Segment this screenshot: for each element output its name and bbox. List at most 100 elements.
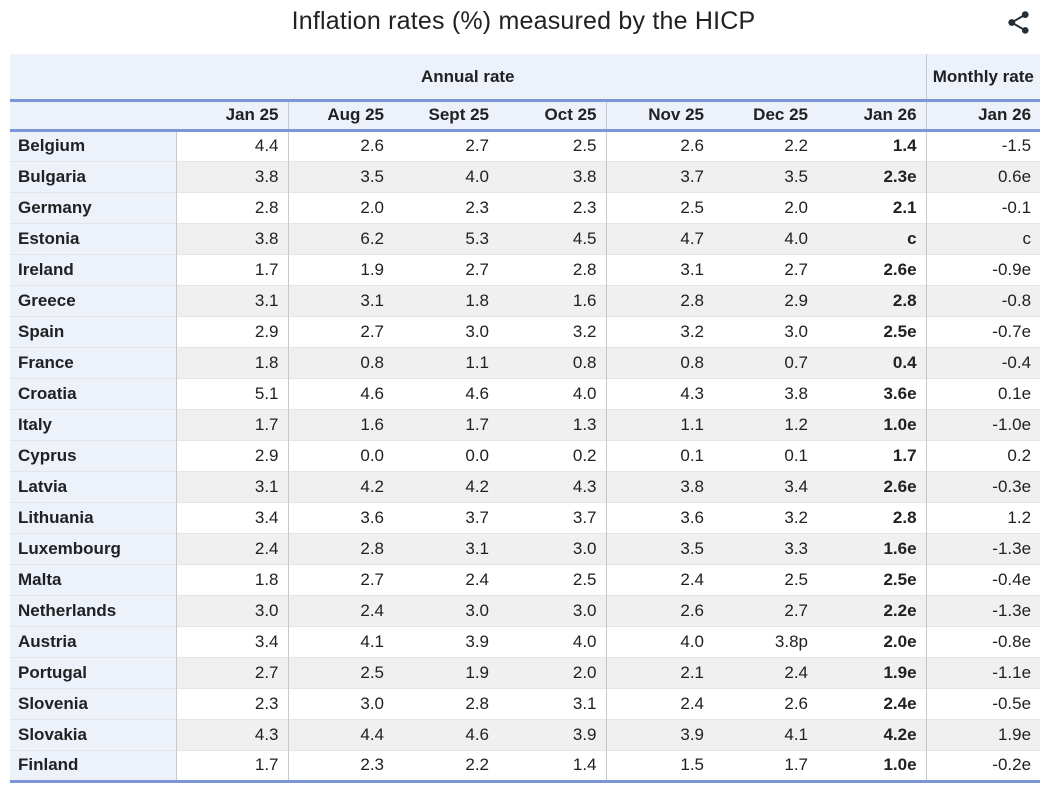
- value-cell: 2.9: [176, 439, 289, 471]
- value-cell: 2.6: [288, 130, 393, 161]
- table-row: Malta 1.8 2.7 2.4 2.5 2.4 2.5 2.5e -0.4e: [10, 563, 1041, 595]
- value-cell: 1.1: [606, 408, 713, 440]
- value-cell: 2.9: [713, 284, 817, 316]
- value-cell: 2.8: [606, 284, 713, 316]
- value-cell: -1.5: [926, 130, 1041, 161]
- value-cell: 4.3: [498, 470, 607, 502]
- value-cell: 0.1e: [926, 377, 1041, 409]
- monthly-rate-header: Monthly rate: [925, 54, 1041, 102]
- value-cell: 1.0e: [817, 749, 927, 783]
- column-header: Nov 25: [606, 100, 713, 132]
- country-label: Spain: [10, 315, 177, 347]
- value-cell: 3.5: [606, 532, 713, 564]
- value-cell: 2.4: [176, 532, 289, 564]
- value-cell: 2.3: [176, 687, 289, 719]
- value-cell: -0.2e: [926, 749, 1041, 783]
- table-header: Annual rate Monthly rate Jan 25 Aug 25 Sep…: [10, 54, 1041, 132]
- value-cell: 3.8: [498, 160, 607, 192]
- value-cell: -0.5e: [926, 687, 1041, 719]
- value-cell: 4.0: [713, 222, 817, 254]
- value-cell: 4.2e: [817, 718, 927, 750]
- value-cell: 4.4: [288, 718, 393, 750]
- column-header: Jan 26: [926, 100, 1041, 132]
- value-cell: 3.2: [713, 501, 817, 533]
- value-cell: 2.5: [498, 130, 607, 161]
- value-cell: 1.6e: [817, 532, 927, 564]
- value-cell: 3.1: [498, 687, 607, 719]
- table-row: Spain 2.9 2.7 3.0 3.2 3.2 3.0 2.5e -0.7e: [10, 315, 1041, 347]
- value-cell: 2.6e: [817, 253, 927, 285]
- value-cell: 4.0: [498, 377, 607, 409]
- country-label: Italy: [10, 408, 177, 440]
- table-row: Latvia 3.1 4.2 4.2 4.3 3.8 3.4 2.6e -0.3e: [10, 470, 1041, 502]
- country-label: Austria: [10, 625, 177, 657]
- value-cell: 1.5: [606, 749, 713, 783]
- value-cell: 1.9e: [926, 718, 1041, 750]
- value-cell: 1.4: [498, 749, 607, 783]
- value-cell: 2.0: [498, 656, 607, 688]
- value-cell: 2.8: [176, 191, 289, 223]
- value-cell: 6.2: [288, 222, 393, 254]
- value-cell: 3.7: [498, 501, 607, 533]
- value-cell: -1.0e: [926, 408, 1041, 440]
- value-cell: 1.2: [713, 408, 817, 440]
- value-cell: 3.8: [176, 222, 289, 254]
- country-label: Cyprus: [10, 439, 177, 471]
- value-cell: 1.9: [393, 656, 498, 688]
- value-cell: 3.7: [606, 160, 713, 192]
- value-cell: 0.8: [498, 346, 607, 378]
- country-label: Lithuania: [10, 501, 177, 533]
- table-row: Slovenia 2.3 3.0 2.8 3.1 2.4 2.6 2.4e -0.5e: [10, 687, 1041, 719]
- value-cell: 2.9: [176, 315, 289, 347]
- value-cell: 2.4: [606, 687, 713, 719]
- value-cell: -0.7e: [926, 315, 1041, 347]
- column-header: Oct 25: [498, 100, 607, 132]
- country-label: Estonia: [10, 222, 177, 254]
- value-cell: 2.7: [713, 594, 817, 626]
- value-cell: 2.8: [393, 687, 498, 719]
- value-cell: 2.4: [393, 563, 498, 595]
- table-row: Croatia 5.1 4.6 4.6 4.0 4.3 3.8 3.6e 0.1e: [10, 377, 1041, 409]
- value-cell: 4.3: [606, 377, 713, 409]
- country-label: Slovakia: [10, 718, 177, 750]
- value-cell: 3.7: [393, 501, 498, 533]
- value-cell: 2.4: [288, 594, 393, 626]
- value-cell: 2.7: [393, 253, 498, 285]
- country-label: France: [10, 346, 177, 378]
- country-label: Slovenia: [10, 687, 177, 719]
- value-cell: 1.8: [176, 563, 289, 595]
- value-cell: 2.7: [713, 253, 817, 285]
- value-cell: 0.4: [817, 346, 927, 378]
- value-cell: 3.0: [498, 532, 607, 564]
- value-cell: 3.9: [606, 718, 713, 750]
- value-cell: 3.6: [606, 501, 713, 533]
- value-cell: 0.8: [288, 346, 393, 378]
- value-cell: 1.7: [176, 408, 289, 440]
- country-label: Belgium: [10, 130, 177, 161]
- value-cell: 2.8: [817, 284, 927, 316]
- value-cell: 1.2: [926, 501, 1041, 533]
- value-cell: 3.8: [713, 377, 817, 409]
- value-cell: 3.8: [176, 160, 289, 192]
- value-cell: 3.0: [393, 315, 498, 347]
- table-row: Slovakia 4.3 4.4 4.6 3.9 3.9 4.1 4.2e 1.9e: [10, 718, 1041, 750]
- value-cell: 0.6e: [926, 160, 1041, 192]
- value-cell: 3.5: [713, 160, 817, 192]
- value-cell: 2.5: [713, 563, 817, 595]
- row-header-spacer: [10, 100, 176, 132]
- title-bar: Inflation rates (%) measured by the HICP: [0, 0, 1047, 54]
- value-cell: -0.4e: [926, 563, 1041, 595]
- value-cell: 2.6: [606, 130, 713, 161]
- group-header-row: Annual rate Monthly rate: [10, 54, 1041, 102]
- value-cell: 3.5: [288, 160, 393, 192]
- value-cell: c: [817, 222, 927, 254]
- value-cell: 4.0: [393, 160, 498, 192]
- table-row: Luxembourg 2.4 2.8 3.1 3.0 3.5 3.3 1.6e -1.3e: [10, 532, 1041, 564]
- value-cell: 2.6: [606, 594, 713, 626]
- share-icon[interactable]: [1002, 6, 1034, 38]
- country-label: Germany: [10, 191, 177, 223]
- value-cell: -1.1e: [926, 656, 1041, 688]
- value-cell: 2.6: [713, 687, 817, 719]
- value-cell: 4.5: [498, 222, 607, 254]
